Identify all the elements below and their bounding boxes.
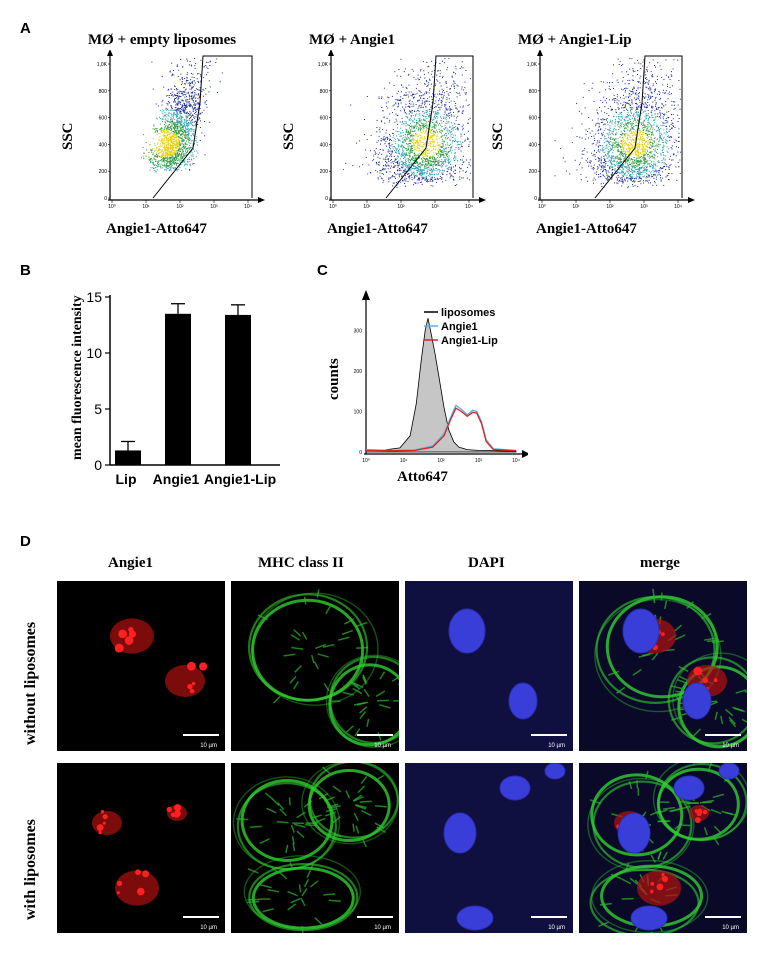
micrograph-row-label-1: without liposomes: [22, 621, 39, 745]
flow-plot-2-xlabel: Angie1-Atto647: [327, 221, 428, 237]
svg-text:1,0K: 1,0K: [527, 62, 538, 68]
svg-text:10²: 10²: [397, 204, 405, 210]
svg-text:600: 600: [320, 116, 329, 122]
flow-plot-1-title: MØ + empty liposomes: [88, 32, 237, 48]
svg-text:0: 0: [534, 196, 537, 202]
svg-text:800: 800: [529, 89, 538, 95]
bar: [225, 314, 251, 465]
panel-label-b: B: [20, 262, 31, 279]
bar-ytick-label: 15: [86, 289, 102, 305]
svg-text:400: 400: [529, 142, 538, 148]
svg-text:200: 200: [320, 169, 329, 175]
histogram-angie1-lip: [365, 407, 517, 452]
bar: [165, 313, 191, 465]
flow-plot-1-xlabel: Angie1-Atto647: [106, 221, 207, 237]
panel-label-c: C: [317, 262, 328, 279]
flow-plot-2: 0 200 400 600 800 1,0K 10⁰ 10¹ 10² 10³ 10⁴: [318, 50, 486, 210]
histogram-liposomes: [365, 318, 517, 453]
micrograph-row-label-2: with liposomes: [22, 819, 39, 920]
micrograph-col-title-1: Angie1: [108, 555, 153, 571]
svg-text:10⁰: 10⁰: [108, 204, 116, 210]
svg-text:10⁴: 10⁴: [244, 204, 252, 210]
legend-entry: Angie1-Lip: [441, 335, 498, 347]
micrograph-2-3: 10 µm: [405, 763, 573, 933]
flow-plot-3: 0 200 400 600 800 1,0K 10⁰ 10¹ 10² 10³ 10⁴: [527, 50, 695, 210]
svg-text:10⁴: 10⁴: [674, 204, 682, 210]
bar-category-label: Angie1: [153, 471, 200, 487]
flow-plot-3-title: MØ + Angie1-Lip: [518, 32, 632, 48]
micrograph-col-title-4: merge: [640, 555, 680, 571]
legend-entry: liposomes: [441, 307, 495, 319]
scalebar-label: 10 µm: [722, 743, 739, 749]
micrograph-1-4: 10 µm: [579, 581, 747, 751]
svg-text:10¹: 10¹: [142, 204, 150, 210]
svg-text:10¹: 10¹: [363, 204, 371, 210]
micrograph-col-title-3: DAPI: [468, 555, 505, 571]
panel-label-d: D: [20, 533, 31, 550]
flow-plot-1: 0 200 400 600 800 1,0K 10⁰ 10¹ 10² 10³ 10⁴: [97, 50, 265, 210]
svg-text:600: 600: [529, 116, 538, 122]
svg-text:0: 0: [104, 196, 107, 202]
bar-category-label: Angie1-Lip: [204, 471, 276, 487]
svg-text:10¹: 10¹: [572, 204, 580, 210]
micrograph-1-1: 10 µm: [57, 581, 225, 751]
svg-text:800: 800: [320, 89, 329, 95]
flow-plot-2-ylabel: SSC: [281, 122, 297, 150]
svg-text:10⁰: 10⁰: [538, 204, 546, 210]
micrograph-2-2: 10 µm: [231, 763, 399, 933]
scalebar-label: 10 µm: [200, 743, 217, 749]
svg-text:600: 600: [99, 116, 108, 122]
micrograph-2-4: 10 µm: [579, 763, 747, 933]
flow-plot-3-xlabel: Angie1-Atto647: [536, 221, 637, 237]
scalebar-label: 10 µm: [374, 743, 391, 749]
micrograph-2-1: 10 µm: [57, 763, 225, 933]
svg-text:400: 400: [320, 142, 329, 148]
svg-text:10²: 10²: [176, 204, 184, 210]
scalebar-label: 10 µm: [722, 925, 739, 931]
svg-text:800: 800: [99, 89, 108, 95]
panel-c-xlabel: Atto647: [397, 469, 448, 485]
svg-text:10⁰: 10⁰: [329, 204, 337, 210]
svg-text:0: 0: [325, 196, 328, 202]
flow-plot-3-ylabel: SSC: [490, 122, 506, 150]
micrograph-1-3: 10 µm: [405, 581, 573, 751]
bar-ytick-label: 0: [94, 457, 102, 473]
svg-text:200: 200: [99, 169, 108, 175]
svg-text:400: 400: [99, 142, 108, 148]
svg-text:10⁴: 10⁴: [465, 204, 473, 210]
scalebar-label: 10 µm: [548, 743, 565, 749]
svg-text:200: 200: [529, 169, 538, 175]
svg-text:10²: 10²: [606, 204, 614, 210]
bar-ytick-label: 5: [94, 401, 102, 417]
svg-text:1,0K: 1,0K: [318, 62, 329, 68]
svg-text:1,0K: 1,0K: [97, 62, 108, 68]
scalebar-label: 10 µm: [548, 925, 565, 931]
panel-b-bar-chart: 0 5 10 15 Lip Angie1 Angie1-Lip: [86, 289, 280, 487]
svg-text:10³: 10³: [431, 204, 439, 210]
flow-plot-1-ylabel: SSC: [60, 122, 76, 150]
scalebar-label: 10 µm: [374, 925, 391, 931]
bar-category-label: Lip: [116, 471, 137, 487]
svg-text:10³: 10³: [210, 204, 218, 210]
legend-entry: Angie1: [441, 321, 478, 333]
svg-text:10³: 10³: [640, 204, 648, 210]
micrograph-col-title-2: MHC class II: [258, 555, 344, 571]
flow-plot-2-title: MØ + Angie1: [309, 32, 396, 48]
panel-label-a: A: [20, 20, 31, 37]
bar-ytick-label: 10: [86, 345, 102, 361]
scalebar-label: 10 µm: [200, 925, 217, 931]
micrograph-1-2: 10 µm: [231, 581, 399, 751]
